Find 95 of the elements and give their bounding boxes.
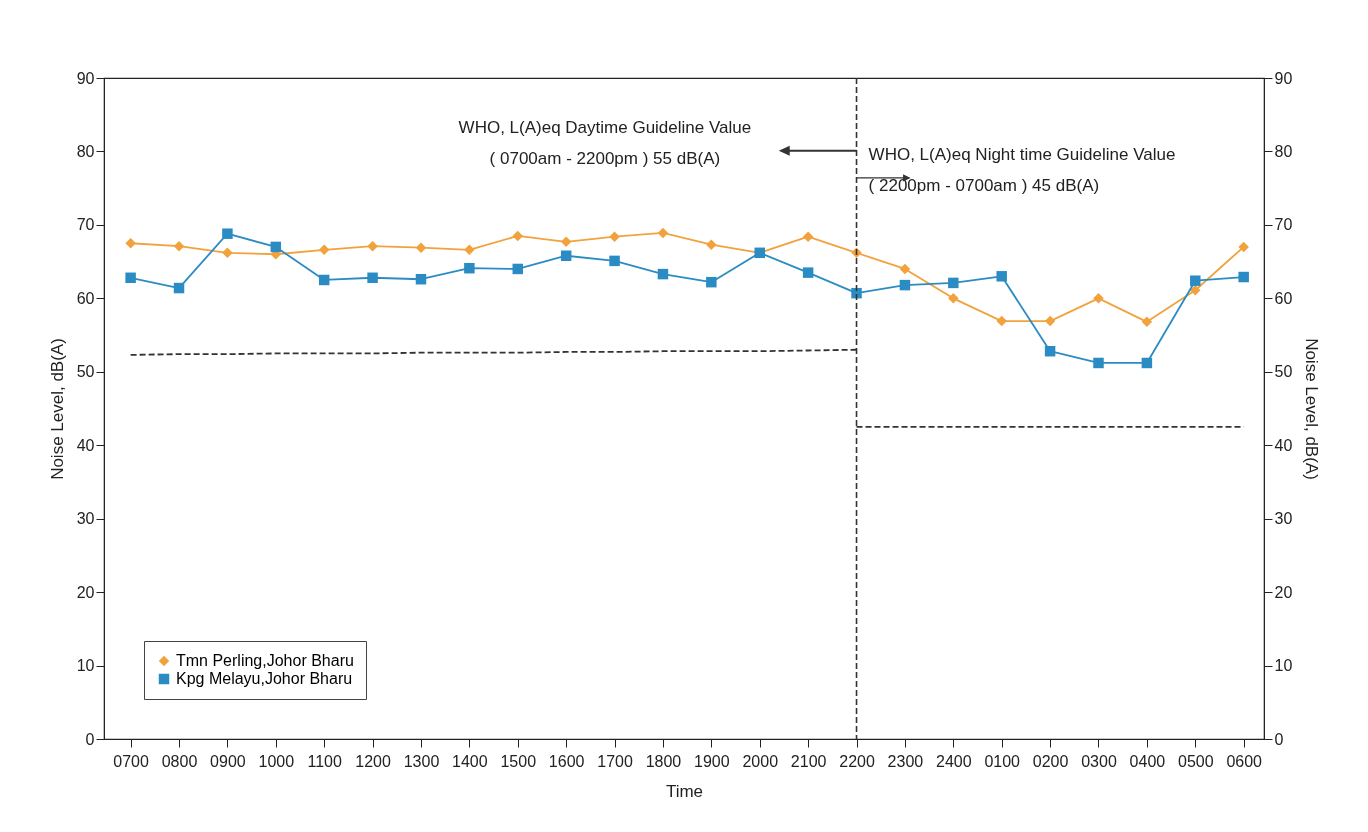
point: [948, 293, 959, 304]
x-tick-label: 0700: [113, 752, 150, 770]
x-tick-label: 1300: [403, 752, 440, 770]
point: [706, 239, 717, 250]
x-tick-label: 1100: [307, 752, 342, 770]
point: [464, 262, 475, 274]
x-tick-label: 0300: [1081, 752, 1117, 770]
y-tick-label: 60: [76, 289, 95, 307]
point: [125, 272, 136, 284]
x-tick-label: 0200: [1032, 752, 1069, 770]
x-tick-label: 1200: [355, 752, 391, 770]
y2-tick-label: 0: [1274, 730, 1284, 748]
y-tick-label: 90: [76, 69, 95, 87]
point: [657, 268, 669, 280]
x-tick-label: 2100: [790, 752, 827, 770]
point: [1141, 316, 1153, 328]
point: [996, 271, 1007, 282]
legend-label: Kpg Melayu,Johor Bharu: [176, 670, 353, 687]
x-axis-title: Time: [665, 781, 704, 801]
x-tick-label: 1900: [694, 752, 730, 770]
y2-tick-label: 60: [1274, 289, 1293, 307]
annotation: WHO, L(A)eq Night time Guideline Value ( 2200pm - 0700am ) 45 dB(A): [868, 145, 1176, 196]
point: [802, 231, 814, 242]
y-axis-title: Noise Level, dB(A): [47, 338, 67, 480]
x-tick-label: 1600: [548, 752, 585, 770]
legend-label: Tmn Perling,Johor Bharu: [176, 652, 354, 669]
point: [560, 250, 572, 261]
x-tick-label: 0500: [1177, 752, 1214, 770]
y-tick-label: 80: [76, 142, 95, 160]
point: [270, 241, 282, 253]
x-tick-label: 1500: [500, 752, 537, 770]
y-tick-label: 10: [76, 657, 95, 675]
point: [706, 276, 717, 288]
y-tick-label: 20: [76, 583, 95, 601]
point: [1190, 275, 1201, 286]
point: [415, 242, 427, 253]
point: [802, 267, 814, 278]
point: [464, 244, 475, 256]
point: [1093, 357, 1104, 369]
point: [657, 227, 669, 239]
point: [415, 273, 427, 285]
y2-tick-label: 40: [1274, 436, 1293, 454]
x-tick-label: 0600: [1226, 752, 1263, 770]
point: [222, 247, 233, 259]
y2-tick-label: 20: [1274, 583, 1293, 601]
y2-tick-label: 10: [1274, 657, 1293, 675]
point: [1238, 271, 1249, 283]
point: [173, 282, 185, 294]
point: [609, 231, 620, 242]
y-tick-label: 70: [76, 216, 95, 234]
x-tick-label: 0900: [210, 752, 246, 770]
point: [318, 274, 330, 286]
point: [1141, 357, 1153, 369]
point: [899, 263, 911, 275]
x-tick-label: 2300: [887, 752, 924, 770]
y-tick-label: 0: [85, 730, 95, 748]
point: [1044, 315, 1056, 327]
point: [222, 228, 233, 239]
y2-tick-label: 50: [1274, 363, 1293, 381]
y2-tick-label: 30: [1274, 510, 1293, 528]
x-tick-label: 2000: [742, 752, 779, 770]
y2-tick-label: 70: [1274, 216, 1293, 234]
point: [125, 238, 136, 249]
point: [367, 240, 378, 252]
y-tick-label: 40: [76, 436, 95, 454]
point: [609, 255, 620, 267]
y-tick-label: 50: [76, 363, 95, 381]
point: [948, 277, 959, 289]
y2-axis-title: Noise Level, dB(A): [1302, 338, 1322, 480]
x-tick-label: 1400: [452, 752, 488, 770]
point: [318, 244, 330, 256]
x-tick-label: 2200: [839, 752, 875, 770]
point: [512, 263, 524, 275]
x-tick-label: 1700: [597, 752, 633, 770]
annotation: WHO, L(A)eq Daytime Guideline Value ( 0700am - 2200pm ) 55 dB(A): [458, 117, 752, 168]
y2-tick-label: 80: [1274, 142, 1293, 160]
point: [512, 230, 524, 242]
point: [851, 287, 862, 299]
point: [1238, 241, 1249, 253]
point: [173, 240, 185, 252]
point: [996, 315, 1007, 327]
point: [560, 236, 572, 248]
point: [1044, 345, 1056, 357]
x-tick-label: 0100: [984, 752, 1021, 770]
point: [899, 279, 911, 291]
point: [367, 272, 378, 284]
x-tick-label: 0800: [161, 752, 198, 770]
point: [1093, 293, 1104, 304]
y2-tick-label: 90: [1274, 69, 1293, 87]
x-tick-label: 1800: [645, 752, 682, 770]
point: [1190, 285, 1201, 296]
y-tick-label: 30: [76, 510, 95, 528]
x-tick-label: 1000: [258, 752, 295, 770]
x-tick-label: 0400: [1129, 752, 1166, 770]
x-tick-label: 2400: [936, 752, 972, 770]
